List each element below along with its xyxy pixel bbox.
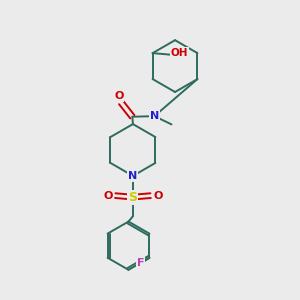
- Text: O: O: [114, 91, 124, 101]
- Text: S: S: [128, 190, 137, 204]
- Text: F: F: [137, 258, 144, 268]
- Text: N: N: [150, 111, 159, 121]
- Text: O: O: [153, 190, 163, 201]
- Text: OH: OH: [170, 48, 188, 58]
- Text: O: O: [103, 190, 112, 201]
- Text: N: N: [128, 171, 137, 181]
